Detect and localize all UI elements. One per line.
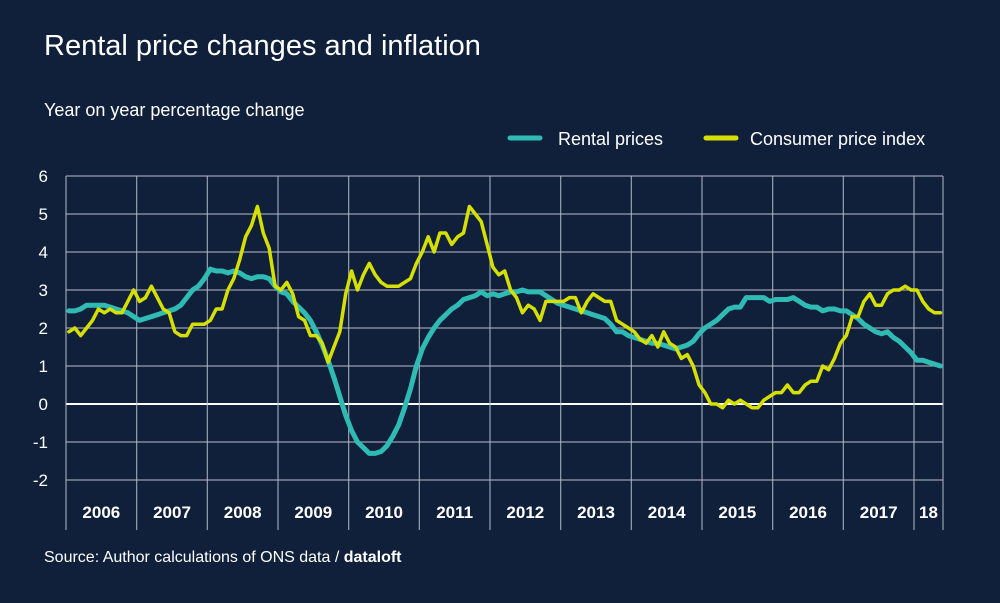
- y-tick-label: 5: [39, 205, 48, 224]
- x-tick-label: 2006: [82, 503, 120, 522]
- y-tick-label: -1: [33, 433, 48, 452]
- x-tick-label: 2009: [294, 503, 332, 522]
- x-tick-label: 2011: [436, 503, 473, 522]
- x-tick-label: 2013: [577, 503, 615, 522]
- source-note: Source: Author calculations of ONS data …: [44, 549, 402, 567]
- x-tick-label: 2016: [789, 503, 827, 522]
- series-line-rental-prices: [66, 266, 943, 456]
- y-tick-label: 2: [39, 319, 48, 338]
- y-tick-label: 1: [39, 357, 48, 376]
- y-tick-label: 4: [39, 243, 48, 262]
- x-tick-label: 2012: [506, 503, 544, 522]
- y-tick-label: 3: [39, 281, 48, 300]
- x-tick-label: 2015: [718, 503, 756, 522]
- y-tick-label: 6: [39, 167, 48, 186]
- source-text: Source: Author calculations of ONS data …: [44, 549, 344, 566]
- legend-label: Rental prices: [558, 129, 663, 149]
- x-tick-label: 18: [919, 503, 938, 522]
- x-tick-label: 2014: [648, 503, 686, 522]
- chart-title: Rental price changes and inflation: [44, 30, 481, 62]
- series-line-cpi: [67, 204, 943, 410]
- x-tick-label: 2007: [153, 503, 191, 522]
- y-tick-label: -2: [33, 471, 48, 490]
- y-tick-label: 0: [39, 395, 48, 414]
- y-axis-label: Year on year percentage change: [44, 100, 305, 120]
- x-tick-label: 2010: [365, 503, 403, 522]
- legend-label: Consumer price index: [750, 129, 925, 149]
- x-tick-label: 2017: [860, 503, 898, 522]
- source-brand: dataloft: [343, 549, 402, 566]
- x-tick-label: 2008: [224, 503, 262, 522]
